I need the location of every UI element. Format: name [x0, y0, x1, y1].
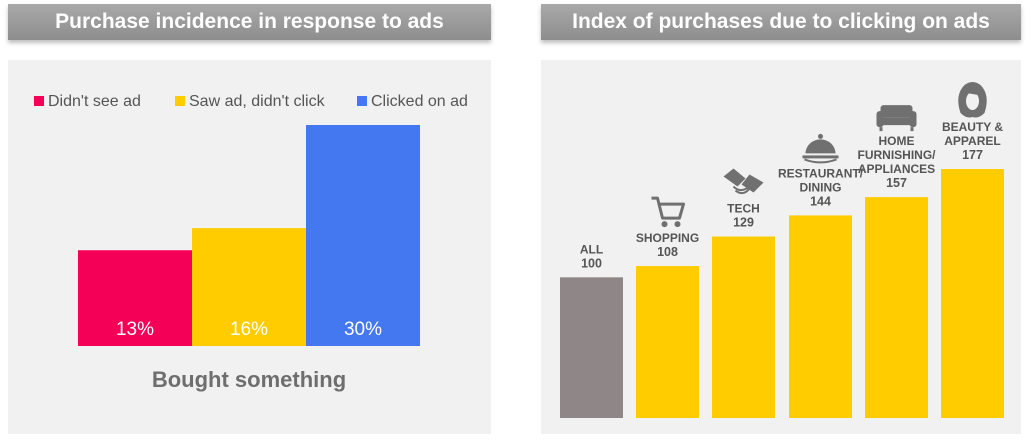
category-label: DINING — [800, 180, 842, 194]
legend-label: Clicked on ad — [371, 93, 468, 110]
legend-label: Saw ad, didn't click — [189, 93, 326, 110]
bar-2 — [192, 228, 306, 346]
legend-label: Didn't see ad — [48, 93, 141, 110]
category-label: FURNISHING/ — [858, 148, 937, 162]
index-bar — [636, 266, 699, 418]
index-value-label: 108 — [657, 245, 678, 259]
bar-3 — [306, 125, 420, 346]
category-label: SHOPPING — [636, 231, 699, 245]
shopping-cart-icon — [651, 196, 685, 228]
index-bar — [941, 169, 1004, 418]
index-value-label: 100 — [581, 256, 602, 270]
category-label: APPAREL — [944, 134, 1000, 148]
cloche-icon — [802, 133, 839, 164]
category-label: RESTAURANT/ — [778, 166, 864, 180]
bar-1 — [78, 250, 192, 346]
category-label: APPLIANCES — [858, 162, 935, 176]
category-label: BEAUTY & — [942, 120, 1003, 134]
index-bar — [789, 215, 852, 418]
index-value-label: 129 — [733, 216, 754, 230]
sofa-icon — [876, 105, 917, 132]
index-bar — [712, 236, 775, 418]
index-bar — [865, 197, 928, 418]
x-axis-label: Bought something — [152, 367, 346, 392]
legend-swatch — [357, 96, 367, 106]
index-value-label: 144 — [810, 194, 831, 208]
legend-swatch — [34, 96, 44, 106]
index-value-label: 157 — [886, 176, 907, 190]
category-label: HOME — [879, 134, 915, 148]
index-bar — [560, 277, 623, 418]
bar-value-label: 13% — [116, 319, 154, 340]
right-chart-title: Index of purchases due to clicking on ad… — [541, 4, 1021, 40]
category-label: ALL — [580, 242, 603, 256]
handshake-icon — [723, 168, 764, 195]
bar-value-label: 16% — [230, 319, 268, 340]
category-label: TECH — [727, 202, 760, 216]
left-chart-title: Purchase incidence in response to ads — [8, 4, 491, 40]
woman-face-icon — [958, 82, 987, 118]
legend-swatch — [175, 96, 185, 106]
bar-value-label: 30% — [344, 319, 382, 340]
index-value-label: 177 — [962, 148, 983, 162]
